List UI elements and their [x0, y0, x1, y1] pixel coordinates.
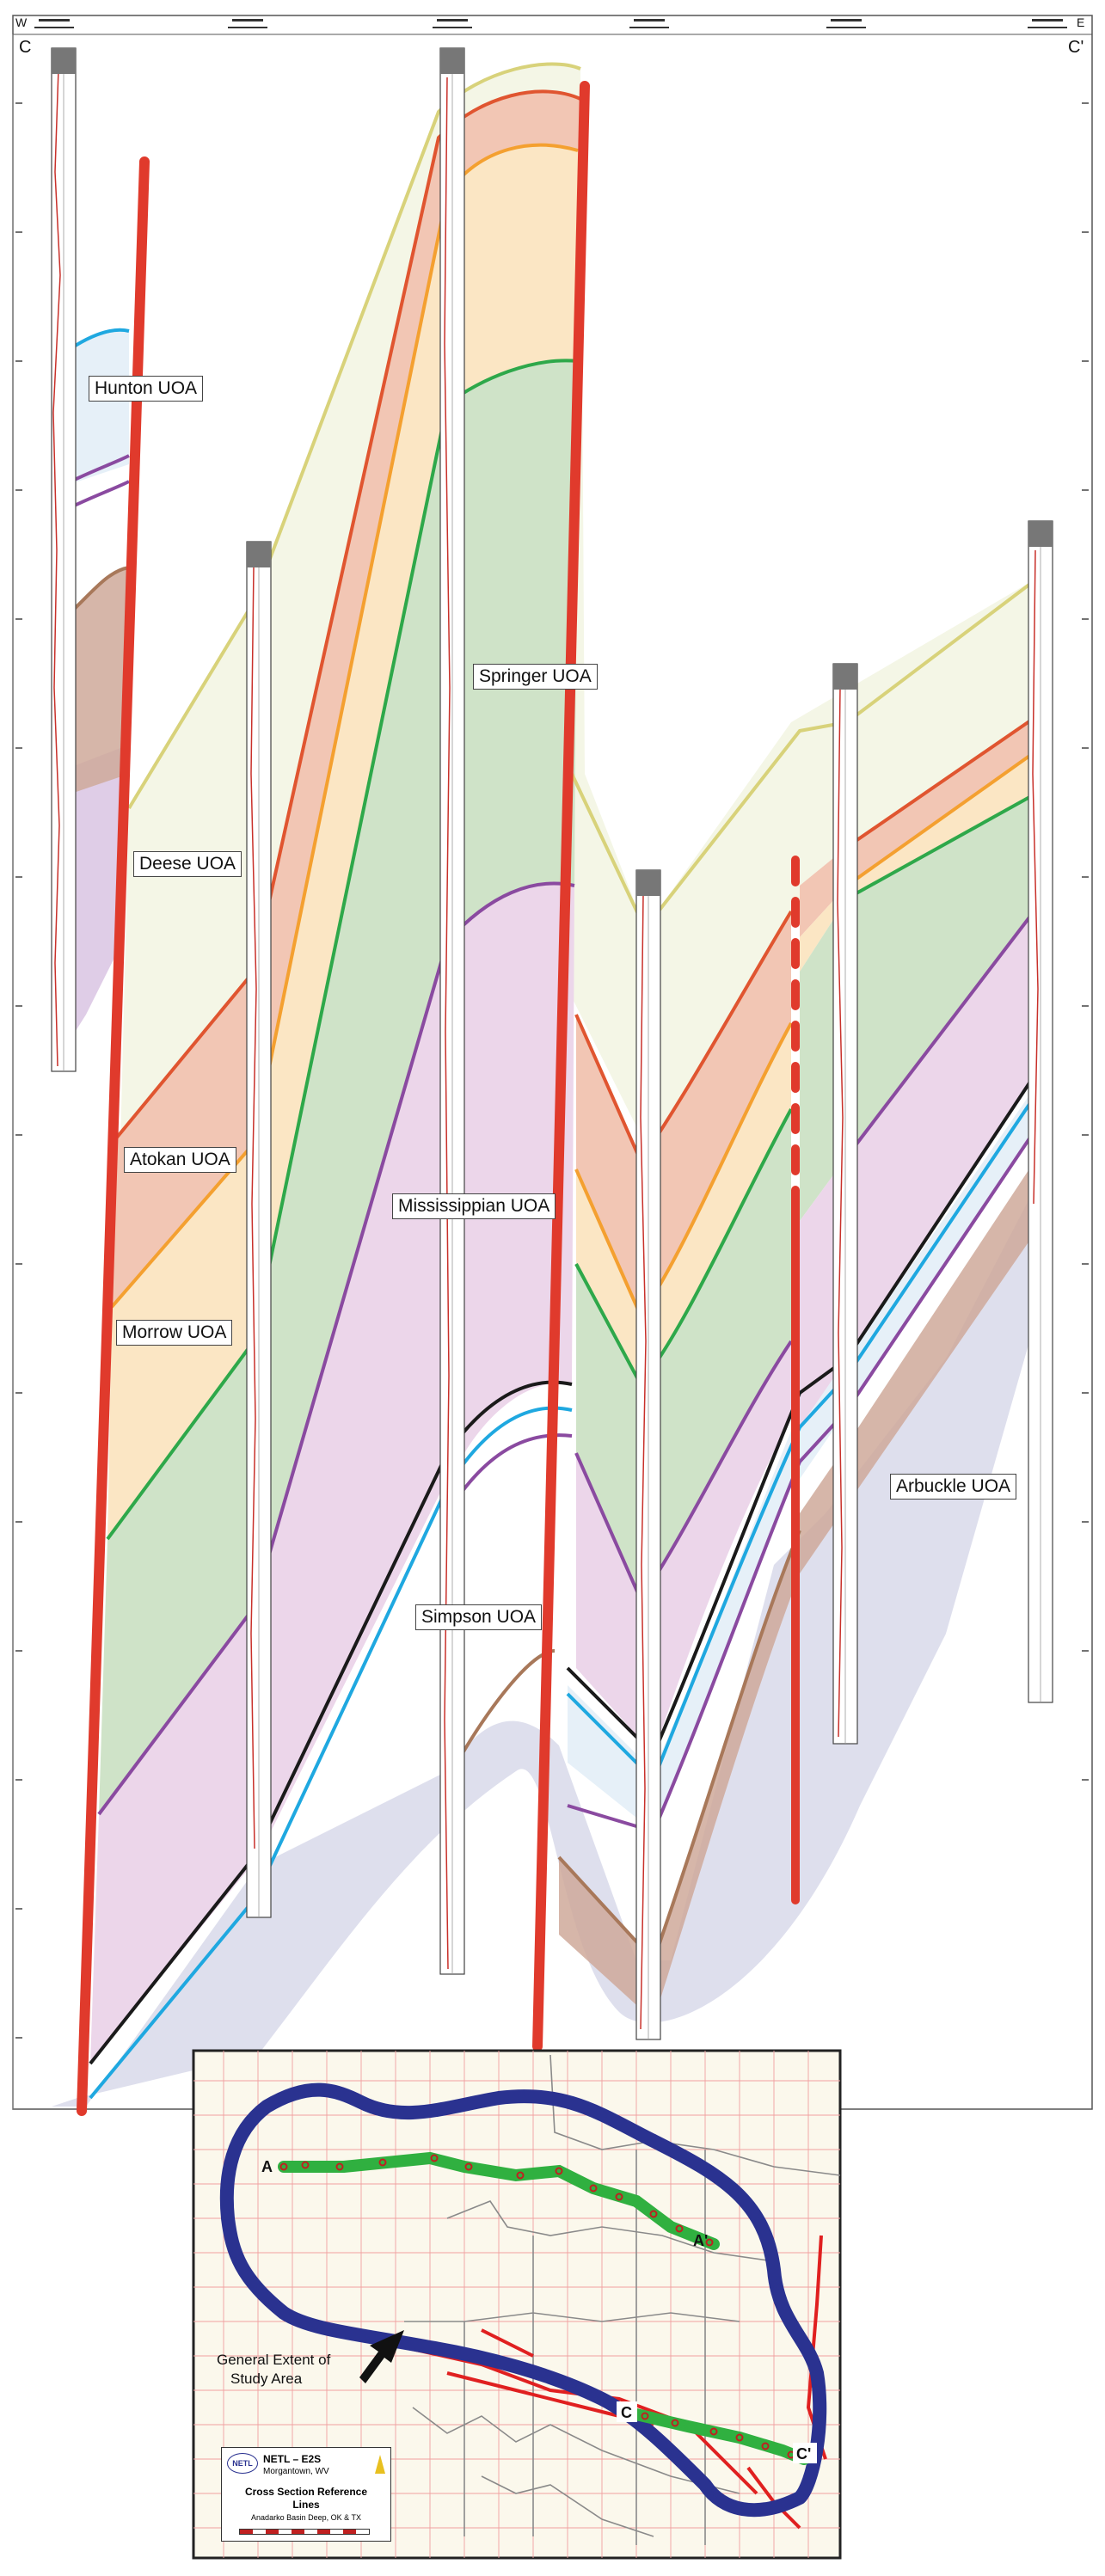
fault-2 [532, 81, 590, 2052]
legend-org: NETL – E2S [263, 2453, 322, 2465]
section-line-a [278, 2151, 720, 2250]
study-area-outline [219, 2082, 827, 2518]
springer-top-line-far [846, 789, 1041, 900]
atokan-top-line [110, 89, 581, 1145]
deese-top-line-right [570, 574, 1042, 932]
morrow-fill [107, 144, 578, 1539]
map-point-c-prime-bg [793, 2443, 817, 2463]
springer-fill-far [800, 791, 1041, 1221]
simpson-top-line-right [566, 1064, 1042, 1757]
well-1 [51, 47, 77, 1072]
section-end-label: C' [1068, 38, 1084, 57]
well-6 [1028, 520, 1053, 1703]
faults [77, 81, 800, 2116]
study-area-note-line1: General Extent of [217, 2352, 331, 2368]
arbuckle-top-line-right [557, 1530, 801, 1964]
legend-title-line1: Cross Section Reference [244, 2486, 368, 2498]
study-area-arrow [359, 2330, 404, 2383]
arbuckle-brown-far [800, 1152, 1049, 1573]
atokan-fill-far [800, 714, 1041, 937]
well-3 [439, 47, 465, 1975]
well-2 [246, 541, 272, 1918]
east-label: E [1077, 15, 1085, 29]
deese-fill-far [800, 576, 1041, 911]
mississippian-fill-far [800, 903, 1041, 1427]
unit-label-atokan: Atokan UOA [124, 1147, 236, 1173]
legend-title-line2: Lines [292, 2499, 320, 2511]
unit-label-morrow: Morrow UOA [116, 1320, 233, 1346]
mississippian-fill-right [576, 1341, 791, 1754]
well-logs [51, 47, 1053, 2040]
legend-scale-bar [239, 2529, 370, 2535]
section-start-label: C [19, 38, 32, 57]
springer-fill-right [576, 1109, 791, 1599]
map-legend: NETL NETL – E2S Morgantown, WV Cross Sec… [221, 2447, 391, 2542]
west-label: W [15, 15, 28, 29]
morrow-top-line-far [845, 746, 1042, 887]
deese-fill [120, 64, 1041, 1161]
legend-location: Morgantown, WV [263, 2467, 329, 2476]
unit-label-springer: Springer UOA [473, 664, 598, 690]
unit-label-hunton: Hunton UOA [89, 376, 204, 402]
arbuckle-brown-right [559, 1530, 800, 2021]
unit-label-mississippian: Mississippian UOA [392, 1193, 556, 1219]
morrow-fill-far [800, 748, 1041, 972]
unit-label-arbuckle: Arbuckle UOA [890, 1474, 1017, 1500]
section-line-c [630, 2408, 810, 2465]
atokan-top-line-far [845, 712, 1042, 849]
miss-top-line-far [845, 901, 1042, 1158]
map-point-c-prime: C' [796, 2445, 811, 2463]
fault-1 [77, 156, 150, 2116]
north-arrow-icon [375, 2455, 385, 2474]
unit-label-deese: Deese UOA [133, 851, 242, 877]
unit-label-simpson: Simpson UOA [415, 1604, 543, 1630]
hunton-fill-right [568, 1410, 800, 1831]
miss-base-line-right [567, 1120, 1042, 1834]
map-point-a-prime: A' [693, 2232, 708, 2249]
well-5 [832, 663, 858, 1745]
horizon-lines [52, 62, 1042, 2100]
atokan-fill-right [576, 911, 791, 1316]
legend-logo: NETL [227, 2453, 258, 2474]
map-point-a: A [261, 2158, 273, 2175]
well-header-labels [34, 19, 1067, 28]
study-area-note-line2: Study Area [230, 2371, 303, 2387]
map-point-c-bg [617, 2401, 637, 2422]
depth-ticks [15, 102, 1089, 2039]
hunton-top-line-right [566, 1086, 1042, 1783]
deese-top-line [127, 62, 581, 810]
legend-subtitle: Anadarko Basin Deep, OK & TX [251, 2513, 361, 2522]
county-lines [404, 2054, 841, 2545]
well-4 [635, 869, 661, 2040]
map-point-c: C [621, 2404, 632, 2421]
section-line-wells [279, 2154, 795, 2459]
